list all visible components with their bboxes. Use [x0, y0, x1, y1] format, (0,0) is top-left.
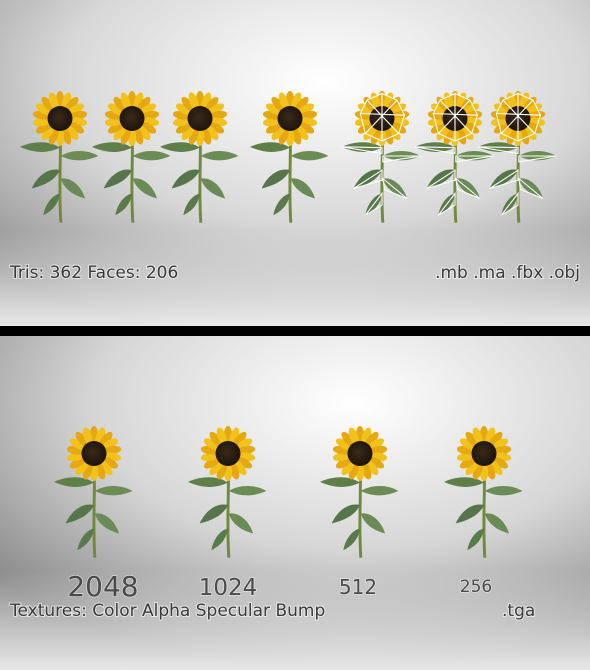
textures-caption: Textures: Color Alpha Specular Bump	[9, 601, 325, 621]
formats-caption: .mb .ma .fbx .obj	[435, 263, 580, 283]
stats-caption: Tris: 362 Faces: 206	[9, 263, 178, 283]
top-floor	[0, 230, 590, 326]
texture-format: .tga	[502, 601, 535, 621]
bottom-floor	[0, 570, 590, 670]
divider	[0, 326, 590, 336]
resolution-label: 1024	[199, 575, 258, 601]
resolution-label: 2048	[67, 570, 138, 603]
resolution-label: 256	[460, 577, 492, 597]
resolution-label: 512	[339, 575, 377, 599]
